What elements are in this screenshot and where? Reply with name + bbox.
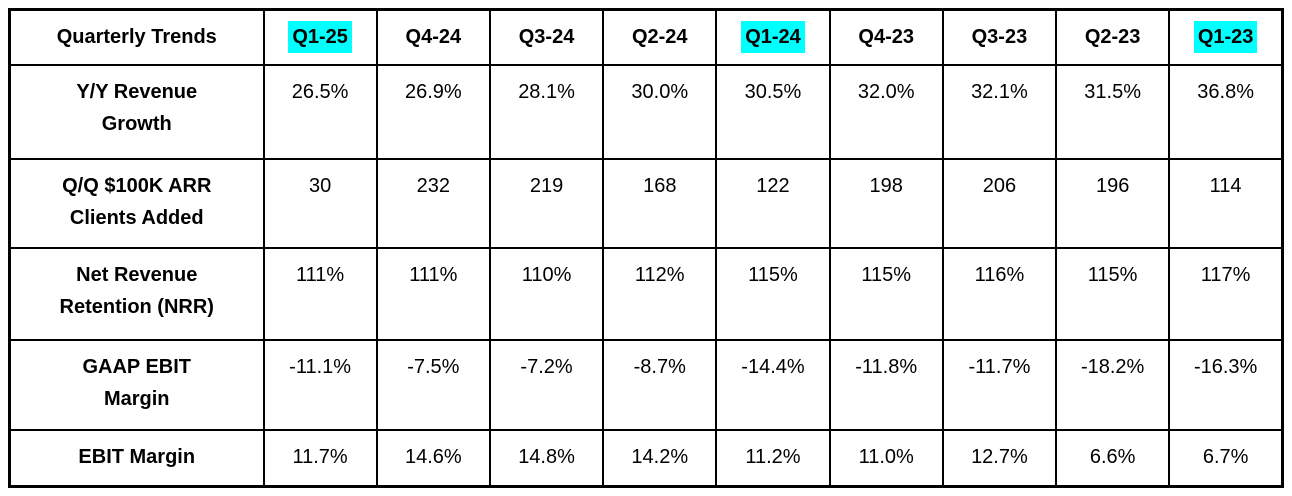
row-label-cell: Y/Y Revenue Growth — [8, 63, 265, 160]
value-cell: -7.5% — [375, 338, 491, 431]
value-cell: 198 — [828, 157, 944, 249]
highlighted-quarter-label: Q1-25 — [288, 21, 352, 53]
value-cell: 122 — [715, 157, 831, 249]
header-cell-q1-25: Q1-25 — [262, 8, 378, 66]
highlighted-quarter-label: Q1-23 — [1193, 21, 1258, 53]
value-cell: 32.0% — [828, 63, 944, 160]
value-cell: 111% — [375, 246, 491, 341]
value-cell: 28.1% — [488, 63, 605, 160]
value-cell: 111% — [262, 246, 378, 341]
value-cell: -8.7% — [602, 338, 718, 431]
quarter-label: Q2-23 — [1084, 26, 1141, 48]
value-cell: 14.2% — [602, 428, 718, 488]
quarterly-trends-table: Quarterly Trends Q1-25 Q4-24 Q3-24 Q2-24… — [8, 8, 1284, 488]
row-label-cell: EBIT Margin — [8, 428, 265, 488]
quarter-label: Q2-24 — [631, 26, 688, 48]
highlighted-quarter-label: Q1-24 — [741, 21, 805, 53]
value-cell: 11.2% — [715, 428, 831, 488]
value-cell: 32.1% — [941, 63, 1058, 160]
corner-header-cell: Quarterly Trends — [8, 8, 265, 66]
value-cell: 116% — [941, 246, 1058, 341]
header-cell-q1-24: Q1-24 — [715, 8, 831, 66]
value-cell: 112% — [602, 246, 718, 341]
value-cell: 30.5% — [715, 63, 831, 160]
quarter-label: Q3-24 — [518, 26, 575, 48]
quarter-label: Q3-23 — [971, 26, 1028, 48]
value-cell: -18.2% — [1055, 338, 1171, 431]
value-cell: 219 — [488, 157, 605, 249]
value-cell: -11.8% — [828, 338, 944, 431]
table-row-ebit-margin: EBIT Margin 11.7% 14.6% 14.8% 14.2% 11.2… — [8, 428, 1284, 488]
table-row-gaap-ebit-margin: GAAP EBIT Margin -11.1% -7.5% -7.2% -8.7… — [8, 338, 1284, 431]
value-cell: 196 — [1055, 157, 1171, 249]
table-row-qq-100k-arr-clients-added: Q/Q $100K ARR Clients Added 30 232 219 1… — [8, 157, 1284, 249]
row-label-cell: Q/Q $100K ARR Clients Added — [8, 157, 265, 249]
value-cell: 110% — [488, 246, 605, 341]
value-cell: -11.7% — [941, 338, 1058, 431]
value-cell: 12.7% — [941, 428, 1058, 488]
header-cell-q4-24: Q4-24 — [375, 8, 491, 66]
value-cell: 11.7% — [262, 428, 378, 488]
value-cell: 6.7% — [1168, 428, 1284, 488]
header-row: Quarterly Trends Q1-25 Q4-24 Q3-24 Q2-24… — [8, 8, 1284, 66]
row-label-cell: GAAP EBIT Margin — [8, 338, 265, 431]
value-cell: 115% — [715, 246, 831, 341]
value-cell: 26.5% — [262, 63, 378, 160]
header-cell-q2-24: Q2-24 — [602, 8, 718, 66]
value-cell: 14.6% — [375, 428, 491, 488]
value-cell: 115% — [828, 246, 944, 341]
value-cell: 232 — [375, 157, 491, 249]
header-cell-q2-23: Q2-23 — [1055, 8, 1171, 66]
header-cell-q3-23: Q3-23 — [941, 8, 1058, 66]
value-cell: 31.5% — [1055, 63, 1171, 160]
value-cell: 206 — [941, 157, 1058, 249]
value-cell: 117% — [1168, 246, 1284, 341]
value-cell: -11.1% — [262, 338, 378, 431]
header-cell-q1-23: Q1-23 — [1168, 8, 1284, 66]
value-cell: 115% — [1055, 246, 1171, 341]
value-cell: -16.3% — [1168, 338, 1284, 431]
quarter-label: Q4-24 — [405, 26, 462, 48]
value-cell: -14.4% — [715, 338, 831, 431]
value-cell: 30 — [262, 157, 378, 249]
value-cell: 30.0% — [602, 63, 718, 160]
value-cell: -7.2% — [488, 338, 605, 431]
table-row-yy-revenue-growth: Y/Y Revenue Growth 26.5% 26.9% 28.1% 30.… — [8, 63, 1284, 160]
header-cell-q4-23: Q4-23 — [828, 8, 944, 66]
value-cell: 14.8% — [488, 428, 605, 488]
row-label-cell: Net Revenue Retention (NRR) — [8, 246, 265, 341]
value-cell: 6.6% — [1055, 428, 1171, 488]
value-cell: 36.8% — [1168, 63, 1284, 160]
value-cell: 114 — [1168, 157, 1284, 249]
quarter-label: Q4-23 — [858, 26, 914, 48]
table-row-net-revenue-retention: Net Revenue Retention (NRR) 111% 111% 11… — [8, 246, 1284, 341]
value-cell: 11.0% — [828, 428, 944, 488]
value-cell: 26.9% — [375, 63, 491, 160]
header-cell-q3-24: Q3-24 — [488, 8, 605, 66]
value-cell: 168 — [602, 157, 718, 249]
